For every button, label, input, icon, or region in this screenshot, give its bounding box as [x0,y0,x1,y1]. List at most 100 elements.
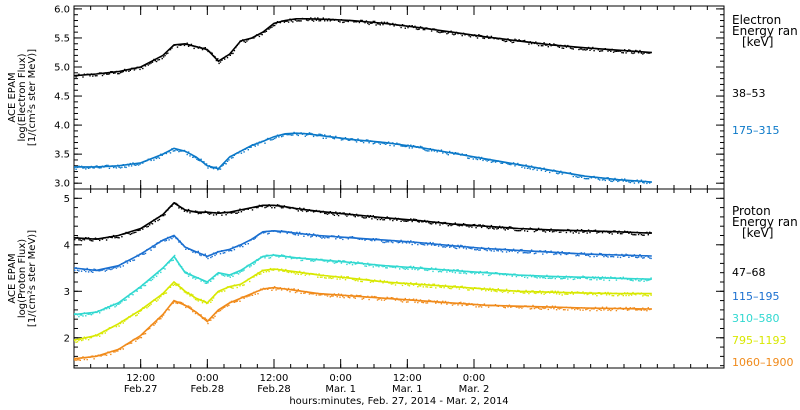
data-point [446,223,448,225]
data-point [489,274,491,276]
data-point [144,252,147,255]
data-point [201,279,204,281]
data-point [176,237,179,240]
data-point [551,44,554,46]
data-point [340,275,343,277]
data-point [186,42,188,44]
data-point [110,353,112,356]
data-point [211,212,213,214]
data-point [539,228,541,231]
data-point [637,280,640,282]
data-point [332,213,334,216]
series-line [73,201,652,241]
data-point [339,260,341,262]
data-point [415,267,418,269]
data-point [626,278,629,281]
data-point [175,284,177,287]
data-point [524,167,526,169]
data-point [247,243,249,245]
data-point [405,242,408,244]
data-point [569,277,572,279]
data-point [335,238,337,240]
data-point [410,282,412,284]
data-point [354,139,356,142]
data-point [122,265,124,267]
data-point [118,348,120,350]
data-point [135,231,137,233]
data-point [112,166,115,169]
data-point [214,275,216,277]
data-point [353,215,355,217]
data-point [96,335,98,337]
data-point [454,303,456,305]
data-point [474,156,476,159]
data-point [225,214,227,216]
data-point [276,268,279,270]
data-point [467,304,469,306]
data-point [292,257,294,259]
data-point [624,308,626,310]
data-point [650,277,652,279]
data-point [140,309,143,312]
data-point [151,61,154,63]
data-point [199,159,201,162]
data-point [440,271,443,273]
data-point [274,137,276,140]
data-point [637,233,640,236]
data-point [217,310,219,313]
data-point [519,249,522,251]
data-point [176,203,179,206]
data-point [303,292,305,294]
data-point [364,22,366,24]
data-point [414,242,416,245]
data-point [322,17,324,19]
data-point [360,214,362,217]
data-point [89,269,91,272]
data-point [518,290,520,292]
data-point [92,355,94,357]
data-point [272,253,274,256]
data-point [318,235,320,237]
data-point [128,232,130,235]
data-point [228,211,230,214]
data-point [74,166,76,169]
data-point [551,277,554,279]
data-point [146,63,148,65]
data-point [186,153,188,156]
data-point [389,24,391,26]
data-point [244,208,247,210]
data-point [143,64,145,67]
data-point [599,252,601,255]
data-point [507,249,509,251]
x-axis-title: hours:minutes, Feb. 27, 2014 - Mar. 2, 2… [289,396,508,407]
data-point [614,230,616,232]
data-point [587,276,590,278]
data-point [579,277,581,280]
data-point [565,275,568,277]
data-point [132,162,134,164]
data-point [564,229,566,232]
data-point [161,214,163,217]
data-point [342,21,344,24]
data-point [294,132,297,134]
data-point [543,250,545,252]
data-point [586,48,588,51]
data-point [628,181,630,183]
data-point [511,250,513,252]
data-point [450,287,452,290]
data-point [521,275,523,277]
data-point [629,279,631,281]
data-point [432,28,434,30]
data-point [561,251,563,253]
data-point [421,221,423,223]
data-point [215,166,218,168]
data-point [228,275,230,277]
data-point [142,67,144,70]
data-point [351,20,354,22]
data-point [103,330,105,332]
data-point [447,301,449,304]
data-point [554,44,556,46]
data-point [603,279,605,281]
y-tick-label: 5.0 [54,63,70,74]
data-point [79,314,81,316]
